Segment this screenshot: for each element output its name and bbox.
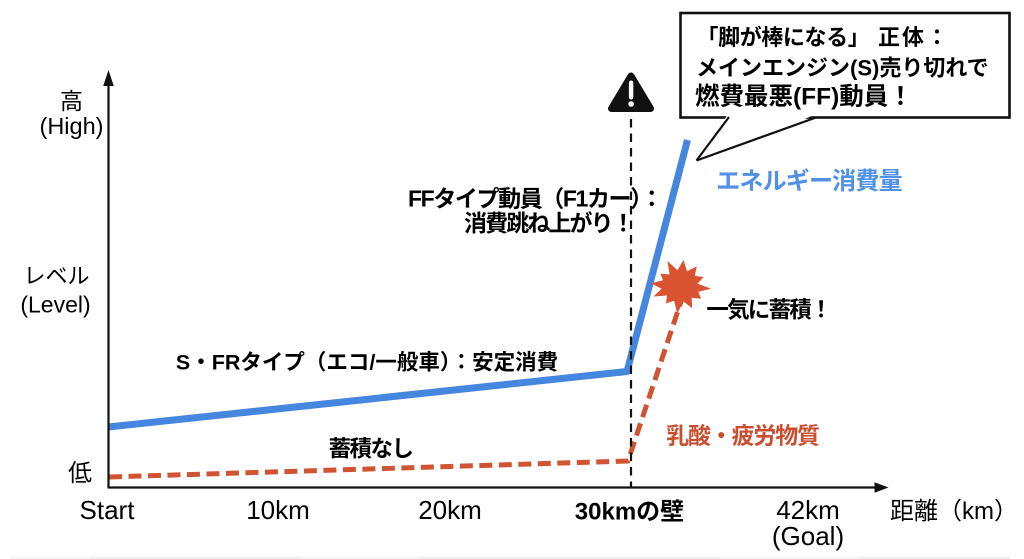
svg-text:20km: 20km bbox=[418, 495, 482, 525]
svg-text:エネルギー消費量: エネルギー消費量 bbox=[716, 168, 902, 195]
svg-text:消費跳ね上がり！: 消費跳ね上がり！ bbox=[464, 210, 633, 236]
svg-text:乳酸・疲労物質: 乳酸・疲労物質 bbox=[666, 423, 819, 449]
svg-text:レベル: レベル bbox=[23, 264, 89, 289]
svg-text:S・FRタイプ（エコ/一般車）：安定消費: S・FRタイプ（エコ/一般車）：安定消費 bbox=[176, 351, 558, 375]
svg-text:距離（km）: 距離（km） bbox=[890, 498, 1018, 525]
svg-text:燃費最悪(FF)動員！: 燃費最悪(FF)動員！ bbox=[695, 83, 913, 111]
svg-text:FFタイプ動員（F1カー）：: FFタイプ動員（F1カー）： bbox=[408, 186, 662, 212]
svg-text:10km: 10km bbox=[246, 495, 310, 525]
svg-text:高: 高 bbox=[60, 88, 83, 114]
svg-text:42km: 42km bbox=[776, 495, 840, 525]
svg-text:蓄積なし: 蓄積なし bbox=[328, 437, 412, 462]
svg-text:30kmの壁: 30kmの壁 bbox=[575, 499, 684, 526]
svg-text:低: 低 bbox=[68, 460, 92, 487]
svg-text:(Level): (Level) bbox=[20, 292, 90, 318]
svg-text:メインエンジン(S)売り切れで: メインエンジン(S)売り切れで bbox=[696, 56, 989, 81]
svg-text:「脚が棒になる」: 「脚が棒になる」 bbox=[697, 25, 870, 50]
svg-text:(Goal): (Goal) bbox=[772, 521, 844, 551]
svg-text:一気に蓄積！: 一気に蓄積！ bbox=[706, 298, 830, 323]
svg-text:(High): (High) bbox=[40, 113, 104, 139]
svg-text:正体：: 正体： bbox=[878, 25, 950, 50]
svg-text:Start: Start bbox=[80, 495, 136, 525]
